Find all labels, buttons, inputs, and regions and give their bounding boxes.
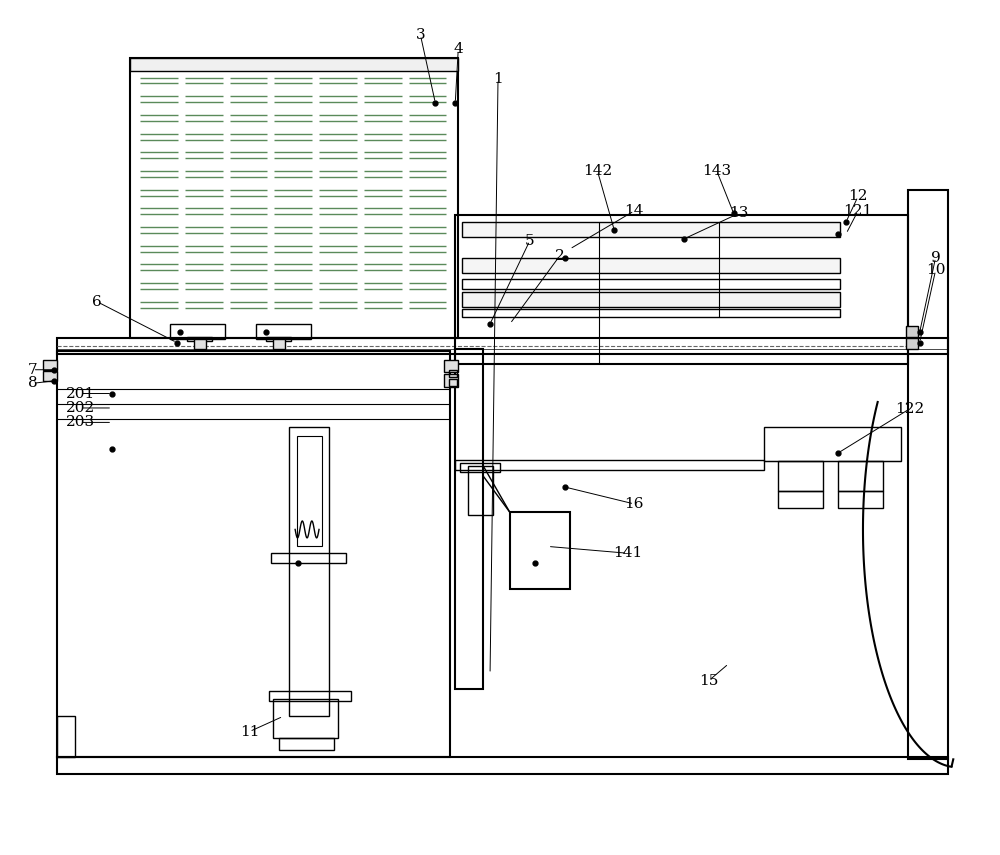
Bar: [838, 462, 883, 492]
Text: 121: 121: [843, 203, 873, 218]
Bar: [271, 553, 346, 563]
Bar: [57, 757, 948, 774]
Text: 203: 203: [66, 416, 95, 429]
Bar: [510, 512, 570, 589]
Bar: [838, 492, 883, 508]
Bar: [778, 492, 823, 508]
Bar: [194, 339, 206, 350]
Text: 14: 14: [625, 203, 644, 218]
Bar: [462, 279, 840, 289]
Text: 122: 122: [895, 402, 924, 416]
Text: 142: 142: [583, 164, 612, 178]
Bar: [130, 58, 458, 339]
Text: 1: 1: [493, 72, 503, 86]
Bar: [269, 691, 351, 701]
Bar: [289, 428, 329, 716]
Bar: [444, 374, 458, 386]
Bar: [455, 460, 764, 470]
Bar: [187, 337, 212, 341]
Bar: [256, 324, 311, 339]
Bar: [906, 339, 918, 350]
Bar: [57, 351, 450, 757]
Bar: [462, 292, 840, 307]
Bar: [57, 716, 75, 757]
Bar: [266, 337, 291, 341]
Bar: [468, 466, 493, 515]
Bar: [130, 58, 458, 71]
Text: 7: 7: [28, 363, 37, 377]
Text: 16: 16: [625, 497, 644, 511]
Text: 8: 8: [28, 376, 37, 391]
Bar: [57, 350, 948, 354]
Bar: [43, 370, 57, 380]
Text: 12: 12: [848, 190, 868, 203]
Text: 2: 2: [555, 249, 565, 262]
Text: 4: 4: [453, 43, 463, 56]
Text: 5: 5: [525, 233, 535, 248]
Text: 6: 6: [92, 295, 102, 309]
Bar: [455, 350, 483, 689]
Bar: [460, 463, 500, 472]
Bar: [455, 215, 908, 363]
Bar: [273, 699, 338, 738]
Bar: [764, 428, 901, 462]
Text: 141: 141: [613, 546, 642, 560]
Bar: [462, 309, 840, 317]
Bar: [279, 738, 334, 751]
Bar: [43, 360, 57, 369]
Bar: [908, 190, 948, 758]
Text: 13: 13: [729, 206, 748, 221]
Bar: [57, 339, 948, 354]
Bar: [462, 257, 840, 273]
Text: 9: 9: [931, 251, 940, 264]
Bar: [778, 462, 823, 492]
Text: 201: 201: [66, 386, 95, 400]
Bar: [906, 326, 918, 337]
Bar: [170, 324, 225, 339]
Bar: [449, 369, 457, 376]
Text: 143: 143: [702, 164, 731, 178]
Text: 10: 10: [926, 263, 945, 277]
Bar: [449, 379, 457, 386]
Bar: [273, 339, 285, 350]
Text: 202: 202: [66, 401, 95, 415]
Bar: [297, 436, 322, 546]
Bar: [462, 222, 840, 237]
Bar: [444, 360, 458, 372]
Text: 15: 15: [699, 674, 719, 687]
Text: 3: 3: [416, 28, 425, 42]
Text: 11: 11: [240, 724, 259, 739]
